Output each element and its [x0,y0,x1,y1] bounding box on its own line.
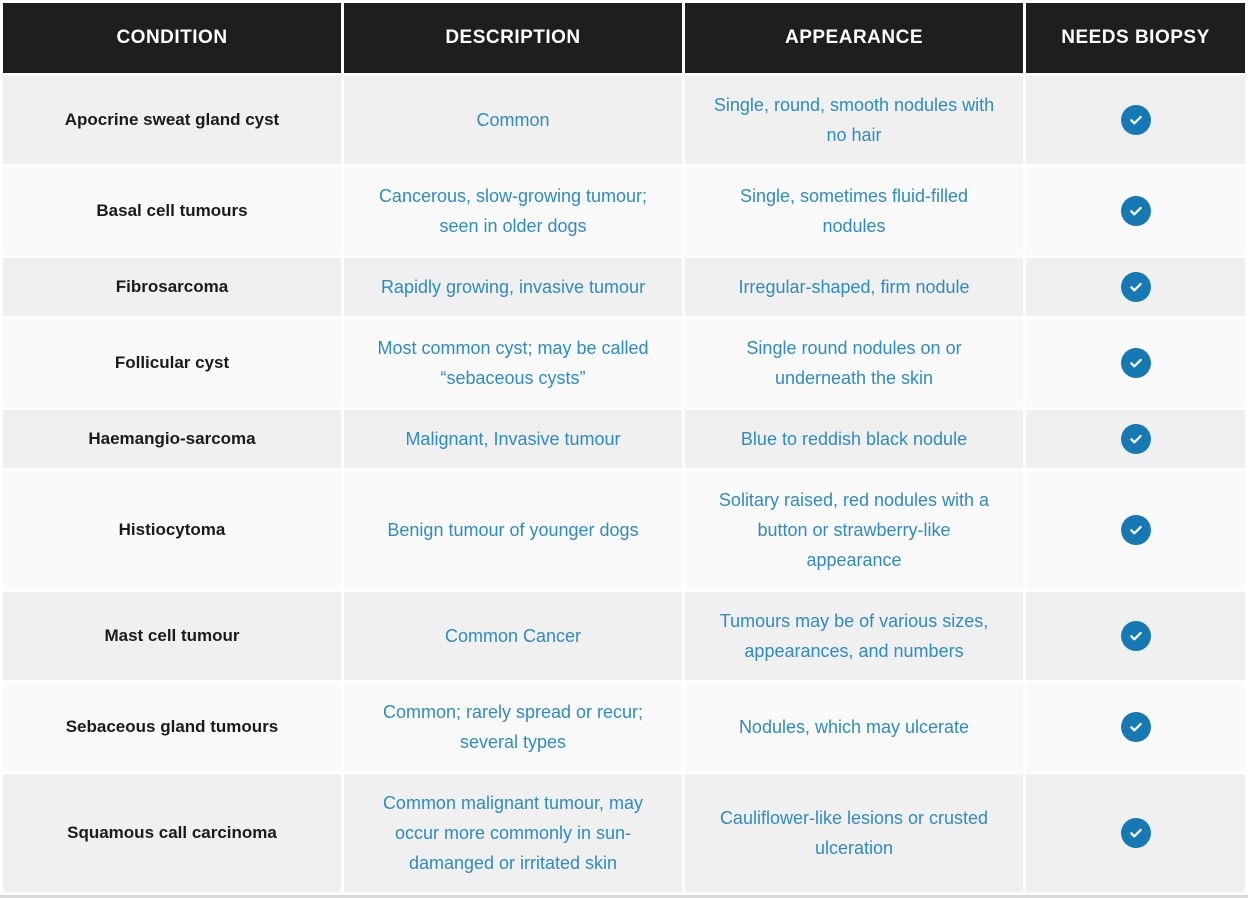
description-cell: Common; rarely spread or recur; several … [344,683,682,771]
table-row: Apocrine sweat gland cyst Common Single,… [3,76,1245,164]
condition-cell: Haemangio-sarcoma [3,410,341,468]
description-cell: Common [344,76,682,164]
biopsy-cell [1026,76,1245,164]
description-cell: Most common cyst; may be called “sebaceo… [344,319,682,407]
appearance-cell: Blue to reddish black nodule [685,410,1023,468]
table-row: Haemangio-sarcoma Malignant, Invasive tu… [3,410,1245,468]
appearance-cell: Solitary raised, red nodules with a butt… [685,471,1023,589]
appearance-cell: Nodules, which may ulcerate [685,683,1023,771]
appearance-cell: Single round nodules on or underneath th… [685,319,1023,407]
description-cell: Rapidly growing, invasive tumour [344,258,682,316]
table-row: Mast cell tumour Common Cancer Tumours m… [3,592,1245,680]
description-cell: Benign tumour of younger dogs [344,471,682,589]
column-header-appearance: APPEARANCE [685,3,1023,73]
check-circle-icon [1120,196,1151,226]
table-row: Follicular cyst Most common cyst; may be… [3,319,1245,407]
condition-cell: Sebaceous gland tumours [3,683,341,771]
header-row: CONDITION DESCRIPTION APPEARANCE NEEDS B… [3,3,1245,73]
appearance-cell: Tumours may be of various sizes, appeara… [685,592,1023,680]
table-row: Squamous call carcinoma Common malignant… [3,774,1245,892]
description-cell: Common malignant tumour, may occur more … [344,774,682,892]
appearance-cell: Single, round, smooth nodules with no ha… [685,76,1023,164]
condition-cell: Apocrine sweat gland cyst [3,76,341,164]
description-cell: Malignant, Invasive tumour [344,410,682,468]
biopsy-cell [1026,319,1245,407]
table-row: Fibrosarcoma Rapidly growing, invasive t… [3,258,1245,316]
appearance-cell: Irregular-shaped, firm nodule [685,258,1023,316]
check-circle-icon [1120,272,1151,302]
check-circle-icon [1120,818,1151,848]
check-circle-icon [1120,712,1151,742]
biopsy-cell [1026,167,1245,255]
check-circle-icon [1120,105,1151,135]
condition-cell: Follicular cyst [3,319,341,407]
appearance-cell: Cauliflower-like lesions or crusted ulce… [685,774,1023,892]
check-circle-icon [1120,348,1151,378]
column-header-condition: CONDITION [3,3,341,73]
column-header-needs-biopsy: NEEDS BIOPSY [1026,3,1245,73]
check-circle-icon [1120,515,1151,545]
appearance-cell: Single, sometimes fluid-filled nodules [685,167,1023,255]
condition-cell: Mast cell tumour [3,592,341,680]
description-cell: Cancerous, slow-growing tumour; seen in … [344,167,682,255]
table-row: Histiocytoma Benign tumour of younger do… [3,471,1245,589]
check-circle-icon [1120,424,1151,454]
condition-cell: Basal cell tumours [3,167,341,255]
description-cell: Common Cancer [344,592,682,680]
table-row: Basal cell tumours Cancerous, slow-growi… [3,167,1245,255]
biopsy-cell [1026,471,1245,589]
table-row: Sebaceous gland tumours Common; rarely s… [3,683,1245,771]
condition-cell: Fibrosarcoma [3,258,341,316]
biopsy-cell [1026,774,1245,892]
biopsy-cell [1026,410,1245,468]
table-header: CONDITION DESCRIPTION APPEARANCE NEEDS B… [3,3,1245,73]
condition-cell: Histiocytoma [3,471,341,589]
condition-cell: Squamous call carcinoma [3,774,341,892]
biopsy-cell [1026,592,1245,680]
check-circle-icon [1120,621,1151,651]
biopsy-cell [1026,683,1245,771]
column-header-description: DESCRIPTION [344,3,682,73]
biopsy-cell [1026,258,1245,316]
